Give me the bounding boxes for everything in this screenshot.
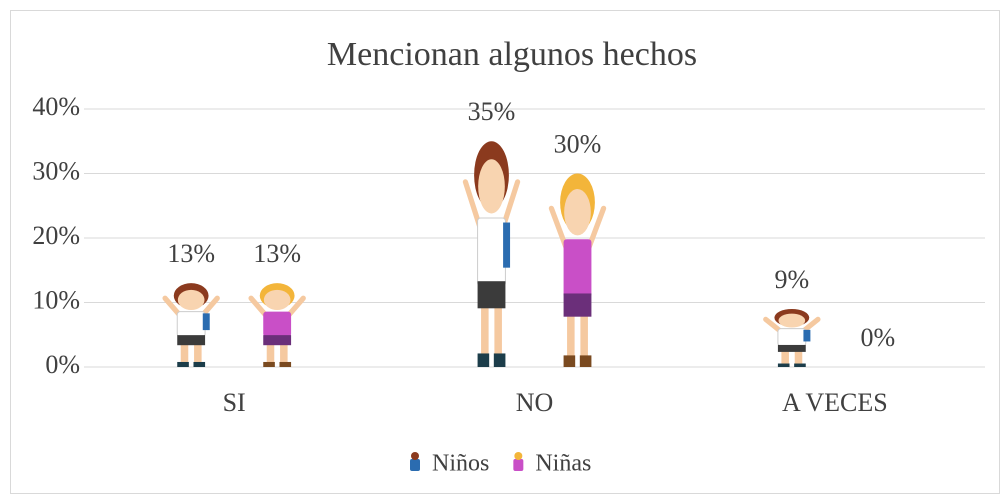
bottom bbox=[478, 281, 506, 308]
bottom bbox=[177, 335, 205, 345]
bottom bbox=[263, 335, 291, 345]
body bbox=[263, 312, 291, 337]
value-label: 13% bbox=[253, 239, 301, 268]
leg bbox=[580, 313, 588, 359]
leg bbox=[280, 344, 288, 364]
shoe bbox=[279, 362, 291, 367]
bottom bbox=[778, 345, 806, 352]
y-tick-label: 20% bbox=[32, 221, 80, 250]
value-label: 35% bbox=[468, 97, 516, 126]
shoe bbox=[564, 355, 576, 367]
legend-label: Niñas bbox=[535, 451, 591, 477]
body bbox=[564, 239, 592, 297]
shoe bbox=[263, 362, 275, 367]
body bbox=[778, 329, 806, 346]
x-tick-label: A VECES bbox=[782, 388, 888, 417]
legend-swatch bbox=[513, 459, 523, 471]
face bbox=[264, 290, 291, 310]
shoe bbox=[778, 364, 790, 367]
shoe bbox=[478, 353, 490, 367]
shoe bbox=[794, 364, 806, 367]
leg bbox=[194, 344, 202, 364]
shoe bbox=[193, 362, 205, 367]
backpack bbox=[503, 223, 510, 268]
face bbox=[564, 189, 591, 235]
x-tick-label: SI bbox=[223, 388, 246, 417]
legend-icon bbox=[513, 452, 523, 471]
shoe bbox=[494, 353, 506, 367]
y-tick-label: 10% bbox=[32, 285, 80, 314]
leg bbox=[494, 304, 502, 358]
leg bbox=[481, 304, 489, 358]
y-tick-label: 0% bbox=[45, 350, 80, 379]
legend-head bbox=[411, 452, 419, 460]
value-label: 13% bbox=[167, 239, 215, 268]
body bbox=[478, 218, 506, 286]
face bbox=[778, 314, 805, 328]
face bbox=[178, 290, 205, 310]
body bbox=[177, 312, 205, 337]
chart: Mencionan algunos hechos 0% 10% 20% 30% 40% S… bbox=[0, 0, 1002, 496]
x-tick-label: NO bbox=[516, 388, 554, 417]
leg bbox=[181, 344, 189, 364]
value-label: 0% bbox=[860, 323, 895, 352]
legend-swatch bbox=[410, 459, 420, 471]
leg bbox=[795, 351, 803, 365]
leg bbox=[567, 313, 575, 359]
bottom bbox=[564, 293, 592, 316]
chart-title: Mencionan algunos hechos bbox=[327, 36, 697, 73]
backpack bbox=[803, 330, 810, 342]
y-tick-label: 30% bbox=[32, 156, 80, 185]
legend-head bbox=[514, 452, 522, 460]
value-label: 30% bbox=[554, 129, 602, 158]
leg bbox=[781, 351, 789, 365]
value-label: 9% bbox=[774, 265, 809, 294]
legend-icon bbox=[410, 452, 420, 471]
shoe bbox=[177, 362, 189, 367]
legend-label: Niños bbox=[432, 451, 489, 477]
y-tick-label: 40% bbox=[32, 92, 80, 121]
face bbox=[478, 159, 505, 213]
backpack bbox=[203, 313, 210, 330]
leg bbox=[267, 344, 275, 364]
shoe bbox=[580, 355, 592, 367]
